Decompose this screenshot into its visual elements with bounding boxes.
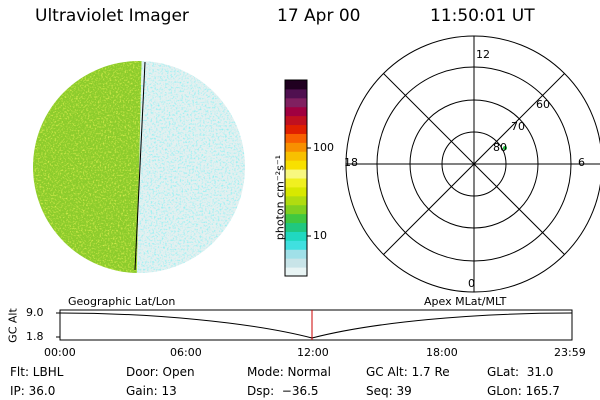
altitude-curve: [59, 312, 573, 339]
color-scale-segment: [285, 106, 307, 117]
color-scale-segment: [285, 231, 307, 241]
info-glat: GLat: 31.0: [487, 365, 554, 379]
altitude-y-top: 9.0: [26, 306, 44, 319]
x-tick-0000: 00:00: [44, 346, 76, 359]
color-scale-segment: [285, 178, 307, 188]
mlt-label-6: 6: [578, 156, 585, 169]
polar-grid: [345, 35, 600, 293]
info-dsp: Dsp: −36.5: [247, 384, 319, 398]
instrument-title: Ultraviolet Imager: [35, 6, 189, 26]
color-scale-segment: [285, 240, 307, 250]
apex-label: Apex MLat/MLT: [424, 295, 507, 308]
info-filter: Flt: LBHL: [10, 365, 64, 379]
color-scale-segment: [285, 97, 307, 108]
color-scale-segment: [285, 133, 307, 143]
mlt-label-18: 18: [344, 156, 358, 169]
color-scale-frame: [284, 79, 308, 277]
x-tick-0600: 06:00: [170, 346, 202, 359]
info-seq: Seq: 39: [366, 384, 412, 398]
altitude-y-bottom: 1.8: [26, 330, 44, 343]
info-glon: GLon: 165.7: [487, 384, 560, 398]
color-scale-segment: [285, 222, 307, 232]
color-scale-segment: [285, 195, 307, 206]
geographic-label: Geographic Lat/Lon: [68, 295, 176, 308]
color-scale-bar: [285, 80, 307, 277]
info-gain: Gain: 13: [126, 384, 177, 398]
color-scale-segment: [285, 124, 307, 134]
x-tick-1200: 12:00: [297, 346, 329, 359]
x-tick-1800: 18:00: [426, 346, 458, 359]
lat-label-80: 80: [493, 141, 507, 154]
color-scale-segment: [285, 258, 307, 268]
color-scale-segment: [285, 160, 307, 170]
colorbar-label-100: 100: [313, 141, 334, 154]
color-scale-segment: [285, 80, 307, 90]
color-scale-segment: [285, 169, 307, 179]
colorbar-label-10: 10: [313, 229, 327, 242]
color-scale-segment: [285, 115, 307, 126]
x-tick-2359: 23:59: [554, 346, 586, 359]
color-scale-segment: [285, 267, 307, 277]
colorbar-unit-label: photon cm⁻²s⁻¹: [273, 154, 287, 241]
color-scale-segment: [285, 249, 307, 259]
color-scale-segment: [285, 88, 307, 99]
info-mode: Mode: Normal: [247, 365, 331, 379]
date-label: 17 Apr 00: [277, 6, 361, 26]
time-label: 11:50:01 UT: [430, 6, 535, 26]
altitude-axis-label: GC Alt: [6, 308, 20, 343]
color-scale-segment: [285, 213, 307, 224]
lat-label-60: 60: [536, 98, 550, 111]
info-ip: IP: 36.0: [10, 384, 56, 398]
info-gc-alt: GC Alt: 1.7 Re: [366, 365, 450, 379]
mlt-label-0: 0: [468, 277, 475, 290]
satellite-position-marker: [503, 146, 507, 150]
altitude-plot-frame: [59, 309, 573, 341]
color-scale-segment: [285, 142, 307, 152]
terminator-line: [134, 61, 146, 271]
color-scale-segment: [285, 151, 307, 161]
color-scale-segment: [285, 186, 307, 197]
color-scale-segment: [285, 204, 307, 215]
info-door: Door: Open: [126, 365, 195, 379]
lat-label-70: 70: [511, 120, 525, 133]
mlt-label-12: 12: [476, 48, 490, 61]
